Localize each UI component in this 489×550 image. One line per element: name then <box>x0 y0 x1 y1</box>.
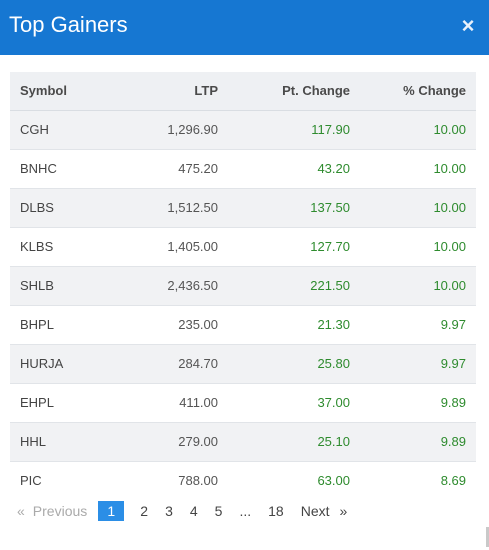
pct-change-cell: 10.00 <box>433 239 466 254</box>
pct-change-cell: 9.97 <box>440 356 466 371</box>
previous-page-button[interactable]: Previous <box>32 503 88 519</box>
pct-change-cell: 9.89 <box>440 434 466 449</box>
last-page-arrow-icon[interactable]: » <box>339 503 348 519</box>
pt-change-cell: 137.50 <box>310 200 350 215</box>
table-row[interactable]: EHPL 411.00 37.00 9.89 <box>10 383 476 422</box>
column-header-pct-change[interactable]: % Change <box>360 72 476 111</box>
close-icon[interactable]: × <box>461 13 475 38</box>
next-page-button[interactable]: Next <box>300 503 330 519</box>
symbol-cell[interactable]: CGH <box>20 122 49 137</box>
table-row[interactable]: BNHC 475.20 43.20 10.00 <box>10 149 476 188</box>
table-row[interactable]: BHPL 235.00 21.30 9.97 <box>10 305 476 344</box>
pagination: « Previous 1 2 3 4 5 ... 18 Next » <box>10 500 347 522</box>
ltp-cell: 284.70 <box>178 356 218 371</box>
pt-change-cell: 43.20 <box>317 161 350 176</box>
table-row[interactable]: PIC 788.00 63.00 8.69 <box>10 461 476 500</box>
ltp-cell: 235.00 <box>178 317 218 332</box>
pt-change-cell: 25.80 <box>317 356 350 371</box>
pt-change-cell: 117.90 <box>311 122 350 137</box>
ltp-cell: 2,436.50 <box>167 278 218 293</box>
ltp-cell: 1,405.00 <box>167 239 218 254</box>
modal-header: Top Gainers × <box>0 0 489 55</box>
ltp-cell: 475.20 <box>178 161 218 176</box>
pagination-ellipsis: ... <box>239 503 252 519</box>
table-row[interactable]: HURJA 284.70 25.80 9.97 <box>10 344 476 383</box>
page-button-2[interactable]: 2 <box>140 503 149 519</box>
column-header-symbol[interactable]: Symbol <box>10 72 118 111</box>
symbol-cell[interactable]: BHPL <box>20 317 54 332</box>
symbol-cell[interactable]: DLBS <box>20 200 54 215</box>
table-row[interactable]: CGH 1,296.90 117.90 10.00 <box>10 110 476 149</box>
column-header-pt-change[interactable]: Pt. Change <box>228 72 360 111</box>
table-row[interactable]: KLBS 1,405.00 127.70 10.00 <box>10 227 476 266</box>
ltp-cell: 1,512.50 <box>167 200 218 215</box>
pt-change-cell: 63.00 <box>317 473 350 489</box>
ltp-cell: 1,296.90 <box>167 122 218 137</box>
table-header-row: Symbol LTP Pt. Change % Change <box>10 72 476 111</box>
first-page-arrow-icon[interactable]: « <box>17 503 25 519</box>
pct-change-cell: 10.00 <box>433 278 466 293</box>
symbol-cell[interactable]: SHLB <box>20 278 54 293</box>
page-button-3[interactable]: 3 <box>165 503 173 519</box>
page-button-1[interactable]: 1 <box>98 501 125 521</box>
pct-change-cell: 8.69 <box>440 473 466 489</box>
page-button-5[interactable]: 5 <box>214 503 223 519</box>
symbol-cell[interactable]: BNHC <box>20 161 57 176</box>
table-body: CGH 1,296.90 117.90 10.00 BNHC 475.20 43… <box>10 110 476 500</box>
pt-change-cell: 25.10 <box>317 434 350 449</box>
pct-change-cell: 10.00 <box>433 161 466 176</box>
pt-change-cell: 37.00 <box>317 395 350 410</box>
pt-change-cell: 221.50 <box>310 278 350 293</box>
pct-change-cell: 9.89 <box>440 395 466 410</box>
table-row[interactable]: DLBS 1,512.50 137.50 10.00 <box>10 188 476 227</box>
page-button-4[interactable]: 4 <box>189 503 198 519</box>
modal-title: Top Gainers <box>9 12 128 37</box>
symbol-cell[interactable]: HHL <box>20 434 47 449</box>
column-header-ltp[interactable]: LTP <box>118 72 228 111</box>
pct-change-cell: 9.97 <box>440 317 466 332</box>
table-row[interactable]: HHL 279.00 25.10 9.89 <box>10 422 476 461</box>
ltp-cell: 788.00 <box>178 473 218 489</box>
pt-change-cell: 21.30 <box>317 317 350 332</box>
ltp-cell: 279.00 <box>178 434 218 449</box>
symbol-cell[interactable]: EHPL <box>20 395 54 410</box>
symbol-cell[interactable]: PIC <box>20 473 42 489</box>
pct-change-cell: 10.00 <box>433 200 466 215</box>
pt-change-cell: 127.70 <box>310 239 350 254</box>
table-row[interactable]: SHLB 2,436.50 221.50 10.00 <box>10 266 476 305</box>
vertical-scrollbar[interactable] <box>486 527 489 547</box>
symbol-cell[interactable]: KLBS <box>20 239 54 254</box>
pct-change-cell: 10.00 <box>433 122 466 137</box>
page-button-18[interactable]: 18 <box>268 503 284 519</box>
symbol-cell[interactable]: HURJA <box>20 356 64 371</box>
ltp-cell: 411.00 <box>179 395 218 410</box>
gainers-table: Symbol LTP Pt. Change % Change CGH 1,296… <box>10 72 476 500</box>
gainers-table-container: Symbol LTP Pt. Change % Change CGH 1,296… <box>10 72 476 500</box>
